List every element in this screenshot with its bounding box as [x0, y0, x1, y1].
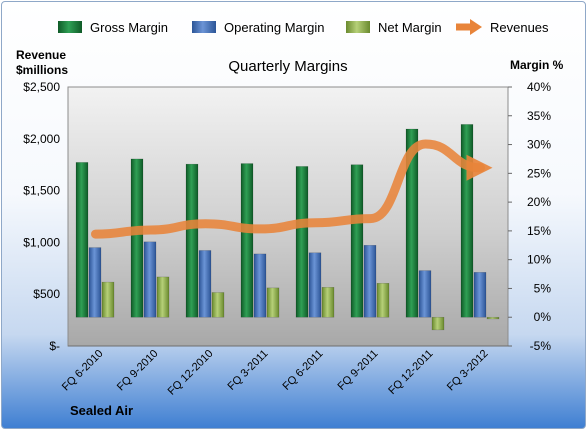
right-tick-label: 5% [534, 281, 552, 295]
category-label: FQ 3-2012 [445, 348, 491, 394]
operating-margin-bar [363, 245, 377, 318]
footer-label: Sealed Air [70, 403, 133, 418]
operating-margin-bar [198, 250, 212, 318]
revenue-point [150, 229, 152, 231]
gross-margin-bar [350, 164, 364, 318]
right-tick-label: 20% [527, 195, 551, 209]
revenue-point [95, 233, 97, 235]
right-tick-label: 40% [527, 80, 551, 94]
revenue-line-layer [91, 139, 493, 239]
right-tick-label: 35% [527, 109, 551, 123]
category-label: FQ 6-2011 [281, 348, 326, 393]
operating-margin-bar [473, 272, 487, 318]
gross-margin-bar [460, 124, 474, 318]
left-tick-label: $1,500 [23, 184, 60, 198]
gross-margin-bar [240, 163, 254, 318]
legend-swatch-operating [192, 21, 216, 33]
left-tick-label: $500 [33, 287, 60, 301]
gross-margin-bar [185, 163, 199, 318]
legend-label-operating: Operating Margin [224, 20, 324, 35]
legend-label-gross: Gross Margin [90, 20, 168, 35]
legend: Gross Margin Operating Margin Net Margin… [58, 19, 549, 35]
net-margin-bar [101, 281, 115, 318]
operating-margin-bar [418, 270, 432, 318]
net-margin-bar [156, 276, 170, 318]
revenue-point [260, 228, 262, 230]
net-margin-bar [376, 283, 390, 318]
right-tick-label: 30% [527, 138, 551, 152]
revenue-point [315, 222, 317, 224]
left-tick-label: $2,500 [23, 80, 60, 94]
gross-margin-bar [295, 166, 309, 318]
legend-label-net: Net Margin [378, 20, 442, 35]
right-tick-label: 10% [527, 253, 551, 267]
left-tick-label: $- [49, 339, 60, 353]
operating-margin-bar [253, 253, 267, 318]
revenue-point [205, 223, 207, 225]
category-label: FQ 6-2010 [60, 348, 106, 394]
category-label: FQ 9-2011 [336, 348, 381, 393]
right-tick-label: 25% [527, 166, 551, 180]
operating-margin-bar [308, 252, 322, 318]
right-tick-label: -5% [530, 339, 552, 353]
gross-margin-bar [75, 162, 89, 318]
revenue-line [91, 139, 485, 239]
gross-margin-bar [130, 158, 144, 318]
left-axis-title-line1: Revenue [16, 48, 66, 62]
revenue-point [425, 143, 427, 145]
left-axis-title-line2: $millions [16, 63, 68, 77]
legend-swatch-gross [58, 21, 82, 33]
operating-margin-bar [143, 241, 157, 318]
legend-swatch-revenues [456, 19, 482, 35]
net-margin-bar [266, 287, 280, 318]
right-tick-label: 15% [527, 224, 551, 238]
net-margin-bar [431, 316, 445, 331]
right-tick-label: 0% [534, 310, 552, 324]
left-tick-label: $1,000 [23, 235, 60, 249]
net-margin-bar [486, 316, 500, 320]
left-tick-label: $2,000 [23, 132, 60, 146]
category-label: FQ 12-2010 [166, 348, 216, 398]
operating-margin-bar [88, 247, 102, 318]
legend-label-revenues: Revenues [490, 20, 549, 35]
net-margin-bar [211, 292, 225, 318]
bar-layer [75, 124, 500, 331]
revenue-point [370, 218, 372, 220]
category-label: FQ 9-2010 [115, 348, 161, 394]
gross-margin-bar [405, 128, 419, 318]
right-axis-title: Margin % [510, 58, 564, 72]
net-margin-bar [321, 287, 335, 318]
legend-swatch-net [346, 21, 370, 33]
chart-title: Quarterly Margins [228, 58, 347, 75]
revenue-arrowhead [466, 154, 493, 181]
category-label: FQ 12-2011 [386, 348, 435, 397]
category-label: FQ 3-2011 [226, 348, 271, 393]
